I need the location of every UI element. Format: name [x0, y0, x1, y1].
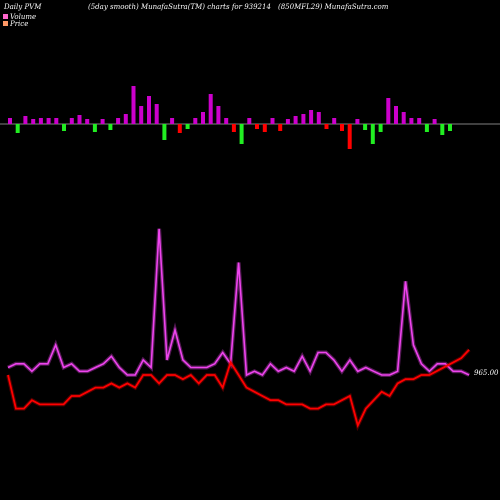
header-right: (850MFL29) MunafaSutra.com [278, 3, 389, 11]
volume-bar [100, 119, 105, 124]
volume-bar [424, 124, 429, 132]
volume-bar [77, 115, 82, 124]
volume-bar [85, 119, 90, 124]
volume-bar [54, 118, 59, 124]
volume-bar [409, 118, 414, 124]
volume-bar [255, 124, 259, 129]
volume-bar [123, 114, 128, 124]
volume-bar [231, 124, 236, 132]
volume-bar [378, 124, 383, 132]
volume-bar [316, 112, 321, 124]
volume-bar [386, 98, 391, 124]
volume-bar [262, 124, 267, 132]
volume-bar [247, 118, 252, 124]
volume-bar [448, 124, 452, 131]
volume-line [7, 228, 470, 377]
volume-bar [62, 124, 66, 131]
volume-bar [23, 116, 28, 124]
volume-bar [15, 124, 20, 133]
volume-bar [139, 106, 144, 124]
volume-bar [162, 124, 167, 140]
volume-bar [224, 118, 229, 124]
volume-bar [46, 118, 51, 124]
volume-bar [131, 86, 136, 124]
volume-bar [239, 124, 244, 144]
volume-bar [440, 124, 445, 135]
header-middle: (5day smooth) MunafaSutra(TM) charts for… [88, 3, 271, 11]
volume-bar [309, 110, 314, 124]
volume-bar [185, 124, 190, 129]
volume-bar [177, 124, 182, 133]
volume-bar [324, 124, 329, 129]
legend-price-swatch [3, 21, 8, 26]
volume-bar [278, 124, 283, 131]
legend-volume-swatch [3, 14, 8, 19]
volume-bars [8, 86, 452, 149]
volume-bar [340, 124, 344, 131]
volume-bar [370, 124, 375, 144]
volume-bar [394, 106, 398, 124]
volume-bar [432, 119, 437, 124]
volume-bar [116, 118, 121, 124]
header-left: Daily PVM [3, 3, 42, 11]
legend-price-label: Price [9, 20, 28, 28]
volume-bar [347, 124, 352, 149]
volume-bar [92, 124, 97, 132]
volume-bar [31, 119, 36, 124]
volume-bar [285, 119, 290, 124]
volume-bar [170, 118, 175, 124]
legend-volume-label: Volume [10, 13, 36, 21]
volume-bar [154, 104, 159, 124]
volume-bar [8, 118, 12, 124]
volume-bar [293, 116, 298, 124]
volume-bar [193, 118, 198, 124]
volume-bar [401, 112, 406, 124]
volume-bar [301, 114, 306, 124]
volume-bar [108, 124, 113, 130]
volume-bar [363, 124, 368, 130]
volume-bar [147, 96, 151, 124]
last-price-label: 965.00 [474, 369, 499, 377]
volume-bar [216, 106, 221, 124]
volume-bar [332, 118, 337, 124]
volume-bar [38, 118, 43, 124]
volume-bar [417, 118, 422, 124]
volume-bar [201, 112, 205, 124]
volume-bar [69, 118, 74, 124]
price-line [7, 349, 470, 428]
volume-bar [208, 94, 213, 124]
volume-bar [270, 118, 275, 124]
volume-bar [355, 119, 360, 124]
